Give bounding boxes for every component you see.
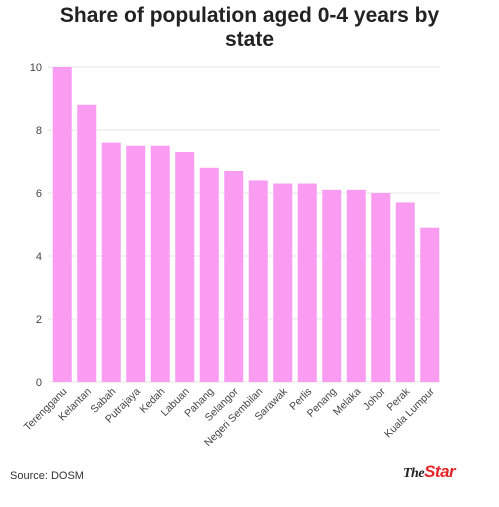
x-tick-label: Melaka — [331, 386, 364, 419]
bar-pahang — [199, 167, 219, 382]
bar-kedah — [150, 145, 170, 382]
bar-perlis — [297, 183, 317, 382]
y-axis-ticks: 0 2 4 6 8 10 — [30, 62, 42, 389]
bar-sabah — [101, 142, 121, 382]
bar-melaka — [346, 189, 366, 382]
bar-penang — [322, 189, 342, 382]
bar-kuala-lumpur — [420, 227, 440, 382]
x-tick-label: Johor — [361, 385, 388, 412]
y-tick-label: 4 — [36, 251, 42, 263]
source-note: Source: DOSM — [10, 470, 84, 482]
logo-the: The — [403, 466, 425, 481]
logo-star: Star — [424, 462, 456, 481]
y-tick-label: 0 — [36, 377, 42, 389]
bar-kelantan — [77, 104, 97, 383]
chart-title-line-2: state — [224, 28, 275, 51]
x-axis-labels: TerengganuKelantanSabahPutrajayaKedahLab… — [22, 385, 438, 449]
y-tick-label: 6 — [36, 188, 42, 200]
bar-selangor — [224, 170, 244, 382]
y-tick-label: 2 — [36, 314, 42, 326]
bars — [52, 67, 440, 383]
bar-perak — [395, 202, 415, 382]
y-tick-label: 10 — [30, 62, 42, 74]
bar-chart: 0 2 4 6 8 10 TerengganuKelantanSabahPutrajaya… — [22, 62, 440, 449]
bar-johor — [371, 193, 391, 382]
bar-labuan — [175, 152, 195, 382]
bar-negeri-sembilan — [248, 180, 268, 382]
chart-title: Share of population aged 0-4 years by st… — [0, 4, 499, 52]
bar-sarawak — [273, 183, 293, 382]
the-star-logo: TheStar — [403, 462, 456, 482]
bar-terengganu — [52, 67, 72, 382]
bar-putrajaya — [126, 145, 146, 382]
chart-title-line-1: Share of population aged 0-4 years by — [59, 4, 440, 27]
y-tick-label: 8 — [36, 125, 42, 137]
